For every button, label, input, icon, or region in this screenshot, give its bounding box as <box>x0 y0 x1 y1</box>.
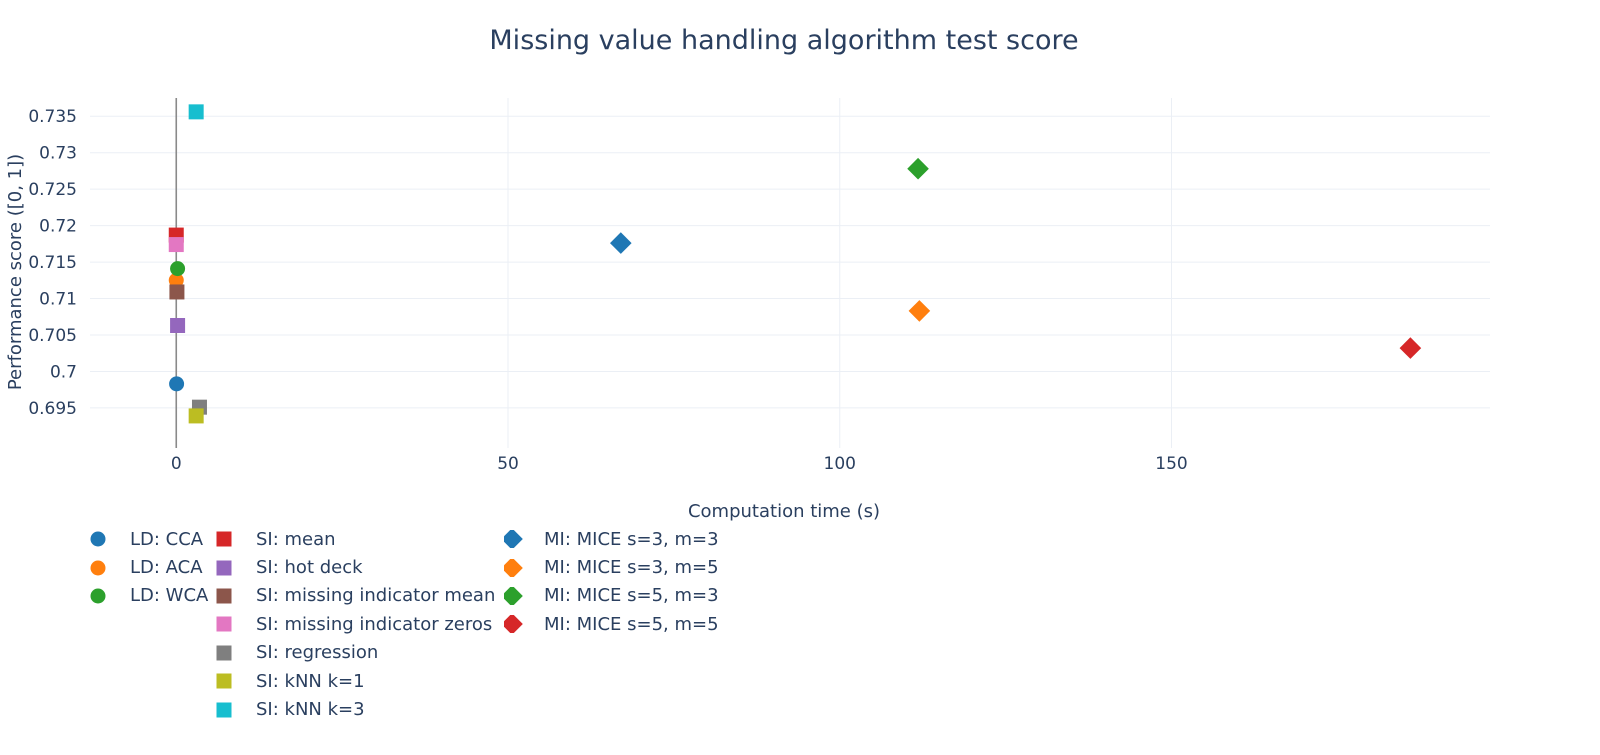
legend-symbol <box>90 531 106 547</box>
legend-label: SI: kNN k=1 <box>256 670 365 692</box>
legend-marker-circle-icon <box>90 587 130 605</box>
y-tick-label: 0.71 <box>39 290 77 310</box>
legend-item[interactable]: MI: MICE s=3, m=5 <box>504 553 719 581</box>
legend-marker-square-icon <box>216 530 256 548</box>
x-tick-label: 150 <box>1155 454 1187 474</box>
legend-item[interactable]: SI: kNN k=1 <box>216 667 495 695</box>
legend-item[interactable]: MI: MICE s=5, m=3 <box>504 582 719 610</box>
x-tick-label: 50 <box>497 454 519 474</box>
legend-symbol <box>504 530 523 549</box>
legend-symbol <box>216 616 232 632</box>
data-point-circle <box>168 272 184 288</box>
data-point-diamond <box>610 232 632 254</box>
legend-label: MI: MICE s=5, m=5 <box>544 613 719 635</box>
legend-symbol <box>216 645 232 661</box>
legend-marker-square-icon <box>216 701 256 719</box>
x-tick-label: 0 <box>171 454 182 474</box>
legend-marker-diamond-icon <box>504 530 544 549</box>
legend-symbol <box>216 588 232 604</box>
legend-marker-square-icon <box>216 559 256 577</box>
x-axis-title: Computation time (s) <box>688 501 880 522</box>
data-point-square <box>170 318 186 333</box>
legend-marker-circle-icon <box>90 530 130 548</box>
legend-label: SI: regression <box>256 642 379 664</box>
legend-marker-square-icon <box>216 644 256 662</box>
legend-symbol <box>216 560 232 576</box>
legend-symbol <box>90 588 106 604</box>
legend-label: LD: WCA <box>130 585 209 607</box>
legend-item[interactable]: LD: ACA <box>90 553 208 581</box>
data-point-diamond <box>908 300 931 322</box>
legend-marker-square-icon <box>216 672 256 690</box>
legend-item[interactable]: SI: missing indicator mean <box>216 582 495 610</box>
y-tick-label: 0.735 <box>28 107 77 127</box>
legend-marker-diamond-icon <box>504 558 544 577</box>
legend-label: MI: MICE s=3, m=5 <box>544 557 719 579</box>
data-point-square <box>188 408 204 424</box>
legend-marker-square-icon <box>216 615 256 633</box>
legend-label: LD: ACA <box>130 557 203 579</box>
legend-label: MI: MICE s=3, m=3 <box>544 528 719 550</box>
legend-item[interactable]: LD: CCA <box>90 525 208 553</box>
y-tick-label: 0.705 <box>28 326 77 346</box>
legend-item[interactable]: MI: MICE s=3, m=3 <box>504 525 719 553</box>
legend-symbol <box>504 558 523 577</box>
data-point-circle <box>169 376 185 392</box>
data-point-square <box>188 104 204 120</box>
legend-marker-circle-icon <box>90 559 130 577</box>
legend-item[interactable]: MI: MICE s=5, m=5 <box>504 610 719 638</box>
legend-label: SI: kNN k=3 <box>256 699 365 721</box>
axes: 0.695 0.7 0.705 0.71 0.715 0.72 0.725 0.73 0.735… <box>28 98 1188 474</box>
y-tick-label: 0.73 <box>39 144 77 164</box>
y-axis-title: Performance score ([0, 1]) <box>5 154 26 390</box>
y-tick-label: 0.725 <box>28 180 77 200</box>
legend-marker-diamond-icon <box>504 586 544 605</box>
legend-symbol <box>504 615 523 634</box>
legend-item[interactable]: SI: hot deck <box>216 553 495 581</box>
legend-symbol <box>90 560 106 576</box>
legend-item[interactable]: LD: WCA <box>90 582 208 610</box>
legend-symbol <box>216 531 232 547</box>
y-tick-label: 0.72 <box>39 217 77 237</box>
legend-column-si: SI: mean SI: hot deck SI: missing indicato… <box>216 525 495 724</box>
legend-item[interactable]: SI: missing indicator zeros <box>216 610 495 638</box>
data-points <box>168 104 1422 424</box>
data-point-circle <box>170 261 186 277</box>
data-point-square <box>168 237 184 253</box>
legend-item[interactable]: SI: kNN k=3 <box>216 695 495 723</box>
data-point-square <box>169 284 185 300</box>
legend-symbol <box>216 673 232 689</box>
legend-label: SI: mean <box>256 528 336 550</box>
legend-item[interactable]: SI: mean <box>216 525 495 553</box>
legend-label: SI: missing indicator zeros <box>256 613 493 635</box>
grid-lines <box>90 98 1490 448</box>
y-tick-label: 0.715 <box>28 253 77 273</box>
legend-marker-square-icon <box>216 587 256 605</box>
y-tick-label: 0.695 <box>28 399 77 419</box>
legend-label: SI: missing indicator mean <box>256 585 496 607</box>
y-tick-label: 0.7 <box>50 362 77 382</box>
data-point-diamond <box>1399 337 1422 359</box>
legend-symbol <box>504 586 523 605</box>
legend-label: MI: MICE s=5, m=3 <box>544 585 719 607</box>
data-point-diamond <box>907 157 929 180</box>
legend-label: SI: hot deck <box>256 557 363 579</box>
legend-marker-diamond-icon <box>504 615 544 634</box>
chart-title: Missing value handling algorithm test sc… <box>489 25 1078 56</box>
legend-column-mi: MI: MICE s=3, m=3 MI: MICE s=3, m=5 MI: MI… <box>504 525 719 639</box>
legend-item[interactable]: SI: regression <box>216 639 495 667</box>
legend-symbol <box>216 702 232 718</box>
legend-label: LD: CCA <box>130 528 204 550</box>
x-tick-label: 100 <box>824 454 856 474</box>
legend: LD: CCA LD: ACA LD: WCA SI: mean SI: hot de… <box>90 525 790 750</box>
legend-column-ld: LD: CCA LD: ACA LD: WCA <box>90 525 208 610</box>
